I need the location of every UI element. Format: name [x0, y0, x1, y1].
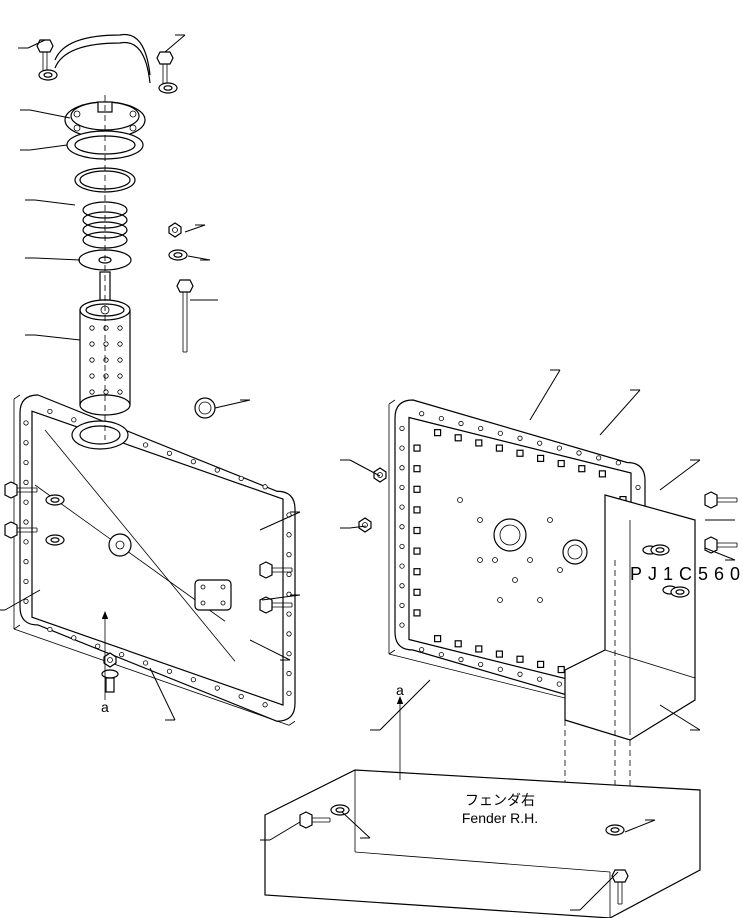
fender-label-en: Fender R.H. — [462, 810, 538, 826]
fender-panel: フェンダ右 Fender R.H. — [265, 770, 700, 918]
drawing-code: PJ1C560 — [630, 564, 743, 584]
left-tank-assembly — [5, 35, 295, 726]
section-label-a-right: a — [396, 682, 404, 698]
section-label-a-left: a — [101, 699, 109, 715]
exploded-diagram: フェンダ右 Fender R.H. a a PJ1C560 — [0, 0, 743, 918]
fender-label-jp: フェンダ右 — [465, 792, 535, 808]
